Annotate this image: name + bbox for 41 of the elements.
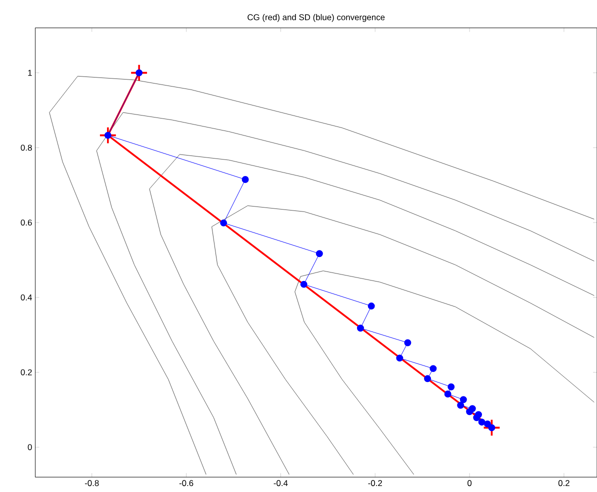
point xyxy=(424,375,432,382)
y-tick-label: 0 xyxy=(28,444,32,450)
point xyxy=(300,280,308,288)
y-tick-label: 0.2 xyxy=(20,369,32,376)
x-tick-label: -0.2 xyxy=(368,480,382,486)
y-tick-label: 0.8 xyxy=(20,144,32,151)
point xyxy=(448,383,455,390)
point xyxy=(466,408,474,416)
point xyxy=(136,69,143,76)
point xyxy=(130,64,148,82)
y-tick-label: 0.6 xyxy=(20,220,32,226)
y-tick-label: 0.4 xyxy=(20,294,32,300)
point xyxy=(242,176,249,183)
x-tick-label: -0.6 xyxy=(179,480,194,486)
point xyxy=(104,132,112,139)
line-series xyxy=(294,270,594,475)
point xyxy=(356,324,364,332)
point xyxy=(396,354,404,362)
point xyxy=(482,418,501,437)
point xyxy=(478,418,486,426)
line-series xyxy=(212,205,594,475)
x-tick-label: 0 xyxy=(468,480,472,486)
point xyxy=(460,396,467,404)
chart-title: CG (red) and SD (blue) convergence xyxy=(248,14,385,22)
x-tick-label: -0.8 xyxy=(84,480,99,486)
point xyxy=(473,414,480,422)
point xyxy=(368,302,375,310)
point xyxy=(444,390,452,398)
point xyxy=(220,219,228,226)
point xyxy=(484,420,491,428)
y-tick-label: 1 xyxy=(28,70,32,76)
point xyxy=(99,126,117,144)
point xyxy=(316,250,323,258)
x-tick-label: 0.2 xyxy=(558,480,570,486)
line-series xyxy=(96,112,594,475)
point xyxy=(430,365,437,372)
line-series xyxy=(149,154,594,475)
x-tick-label: -0.4 xyxy=(274,480,288,486)
point xyxy=(457,402,464,409)
point xyxy=(488,424,496,432)
point xyxy=(404,339,412,346)
